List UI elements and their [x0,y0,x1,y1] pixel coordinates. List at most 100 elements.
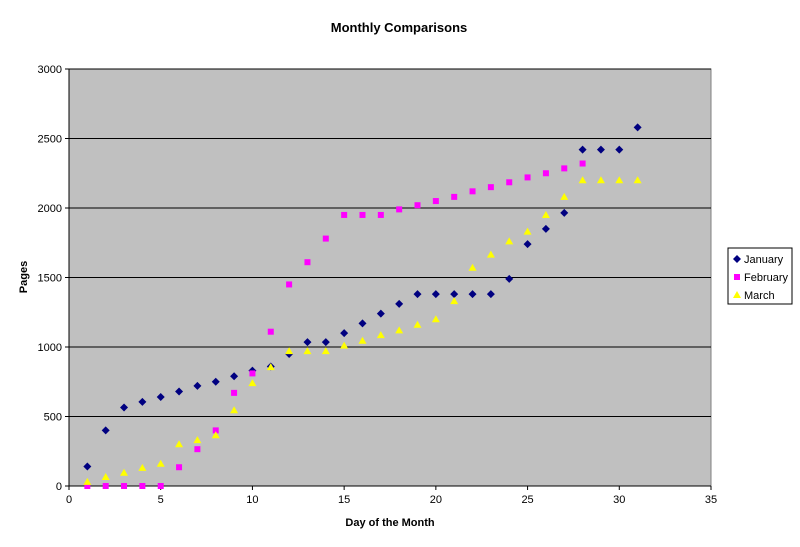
data-point [211,431,220,439]
data-point [358,336,367,344]
data-point [139,483,146,489]
data-point [395,299,404,308]
y-tick-label: 1500 [38,273,62,285]
gridlines [69,68,711,417]
data-point [486,250,495,258]
legend: January February March [727,247,793,305]
x-tick-label: 25 [521,494,533,506]
data-point [395,326,404,334]
data-point [303,338,312,347]
data-point [193,436,202,444]
y-tick-label: 500 [44,412,62,424]
data-point [156,459,165,467]
data-point [138,463,147,471]
data-point [249,370,256,377]
data-point [175,387,184,396]
data-point [286,281,293,288]
data-point [450,297,459,305]
data-point [83,477,92,485]
data-point [414,202,421,209]
data-point [285,347,294,355]
data-point [359,211,366,218]
data-point [451,193,458,200]
data-point [542,170,549,177]
data-point [450,290,459,299]
data-point [230,372,239,381]
data-point [101,426,110,435]
data-point [321,347,330,355]
x-tick-label: 0 [66,494,72,506]
data-point [506,179,513,186]
legend-marker [733,255,741,263]
legend-marker [734,274,740,280]
data-point [358,319,367,328]
data-point [341,211,348,218]
data-point [431,315,440,323]
data-point [468,263,477,271]
data-point [578,176,587,184]
data-point [340,341,349,349]
x-tick-label: 20 [430,494,442,506]
data-point [212,427,219,434]
data-point [340,329,349,338]
data-point [523,240,532,249]
y-tick-label: 2000 [38,203,62,215]
data-point [102,483,109,489]
legend-marker [733,291,741,298]
data-point [101,472,110,480]
y-tick-label: 3000 [38,64,62,76]
data-point [541,224,550,233]
data-point [83,462,92,471]
data-point [157,483,164,489]
data-point [176,464,183,471]
y-tick-label: 1000 [38,342,62,354]
x-tick-label: 10 [246,494,258,506]
y-tick-label: 0 [56,481,62,493]
data-point [266,363,275,371]
data-point [431,290,440,299]
y-axis-ticks: 0 500 1000 1500 2000 2500 3000 [38,64,69,493]
data-point [413,320,422,328]
data-point [596,176,605,184]
x-tick-label: 15 [338,494,350,506]
y-tick-label: 2500 [38,134,62,146]
data-point [561,165,568,172]
data-point [396,206,403,213]
series-february [84,160,586,489]
data-point [505,237,514,245]
data-point [376,309,385,318]
data-point [211,377,220,386]
data-point [321,338,330,347]
data-point [248,379,257,387]
legend-item-february: February [744,272,789,284]
data-point [633,176,642,184]
data-point [304,259,311,266]
data-point [231,389,238,396]
x-tick-label: 35 [705,494,717,506]
data-point [175,440,184,448]
data-point [633,123,642,132]
data-point [432,198,439,205]
data-point [230,406,239,414]
data-point [120,403,129,412]
data-point [156,393,165,402]
data-points [83,123,642,489]
data-point [413,290,422,299]
data-point [615,176,624,184]
data-point [541,210,550,218]
data-point [487,184,494,191]
data-point [505,274,514,283]
data-point [523,227,532,235]
data-point [469,188,476,195]
legend-item-january: January [744,254,784,266]
series-january [83,123,642,471]
x-axis-label: Day of the Month [345,517,434,529]
x-axis-ticks: 0 5 10 15 20 25 30 35 [66,486,717,506]
data-point [121,483,128,489]
series-march [83,176,642,485]
data-point [84,483,91,489]
data-point [468,290,477,299]
x-tick-label: 5 [158,494,164,506]
data-point [560,192,569,200]
